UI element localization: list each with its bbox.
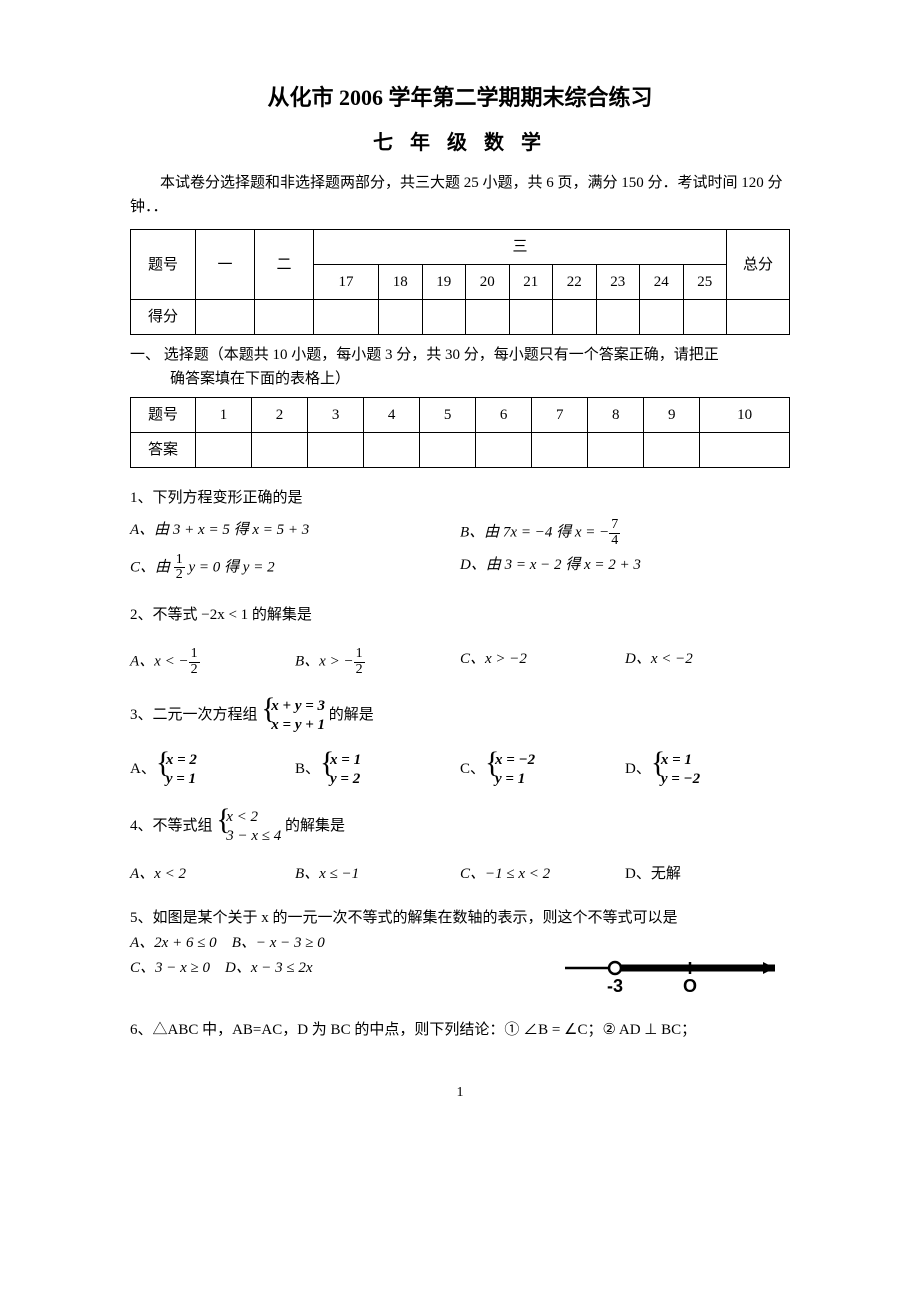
score-header-cell: 一: [196, 230, 255, 300]
q4-opt-b: B、x ≤ −1: [295, 860, 460, 888]
q1-opt-b: B、由 7x = −4 得 x = −74: [460, 516, 790, 550]
answer-cell: [364, 433, 420, 468]
page-number: 1: [130, 1082, 790, 1104]
score-header-cell: 题号: [131, 230, 196, 300]
score-cell: [422, 300, 466, 335]
svg-text:-3: -3: [607, 976, 623, 996]
q4-opt-d: D、无解: [625, 860, 790, 888]
q4-opt-c: C、−1 ≤ x < 2: [460, 860, 625, 888]
q1-opt-a: A、由 3 + x = 5 得 x = 5 + 3: [130, 516, 460, 550]
q5-opt-a: A、2x + 6 ≤ 0: [130, 935, 217, 951]
page-subtitle: 七 年 级 数 学: [130, 127, 790, 159]
score-subcol: 17: [314, 265, 379, 300]
score-cell: [640, 300, 684, 335]
q5-stem: 5、如图是某个关于 x 的一元一次不等式的解集在数轴的表示，则这个不等式可以是: [130, 906, 790, 930]
score-cell: [466, 300, 510, 335]
score-subcol: 24: [640, 265, 684, 300]
q3-opt-a: A、x = 2y = 1: [130, 749, 295, 791]
answer-header: 5: [420, 398, 476, 433]
q3-stem: 3、二元一次方程组 x + y = 3x = y + 1 的解是: [130, 697, 790, 735]
intro-text: 本试卷分选择题和非选择题两部分，共三大题 25 小题，共 6 页，满分 150 …: [130, 171, 790, 219]
q3: 3、二元一次方程组 x + y = 3x = y + 1 的解是 A、x = 2…: [130, 697, 790, 790]
q5: 5、如图是某个关于 x 的一元一次不等式的解集在数轴的表示，则这个不等式可以是 …: [130, 906, 790, 1000]
q1-opt-c: C、由 12 y = 0 得 y = 2: [130, 551, 460, 585]
q5-opt-c: C、3 − x ≥ 0: [130, 960, 210, 976]
score-table: 题号 一 二 三 总分 17 18 19 20 21 22 23 24 25 得…: [130, 229, 790, 335]
q2-opt-a: A、x < −12: [130, 645, 295, 679]
score-subcol: 23: [596, 265, 640, 300]
answer-cell: [588, 433, 644, 468]
answer-header: 7: [532, 398, 588, 433]
q4-opt-a: A、x < 2: [130, 860, 295, 888]
score-cell: [727, 300, 790, 335]
section1-header: 一、 选择题（本题共 10 小题，每小题 3 分，共 30 分，每小题只有一个答…: [130, 343, 790, 391]
answer-row-label: 答案: [131, 433, 196, 468]
answer-header: 9: [644, 398, 700, 433]
score-cell: [379, 300, 423, 335]
page-title: 从化市 2006 学年第二学期期末综合练习: [130, 80, 790, 115]
answer-header: 4: [364, 398, 420, 433]
answer-table: 题号 1 2 3 4 5 6 7 8 9 10 答案: [130, 397, 790, 468]
answer-cell: [700, 433, 790, 468]
score-cell: [314, 300, 379, 335]
score-subcol: 19: [422, 265, 466, 300]
score-subcol: 22: [553, 265, 597, 300]
score-cell: [553, 300, 597, 335]
score-subcol: 21: [509, 265, 553, 300]
score-header-cell: 二: [255, 230, 314, 300]
answer-cell: [196, 433, 252, 468]
answer-header: 10: [700, 398, 790, 433]
answer-header: 8: [588, 398, 644, 433]
q5-opt-d: D、x − 3 ≤ 2x: [225, 960, 313, 976]
score-header-cell: 总分: [727, 230, 790, 300]
answer-header: 题号: [131, 398, 196, 433]
score-cell: [255, 300, 314, 335]
answer-header: 1: [196, 398, 252, 433]
answer-cell: [420, 433, 476, 468]
score-subcol: 18: [379, 265, 423, 300]
section1-header-l2: 确答案填在下面的表格上）: [130, 371, 350, 387]
section1-header-l1: 一、 选择题（本题共 10 小题，每小题 3 分，共 30 分，每小题只有一个答…: [130, 347, 719, 363]
q2-opt-b: B、x > −12: [295, 645, 460, 679]
q2-stem: 2、不等式 −2x < 1 的解集是: [130, 603, 790, 627]
q6: 6、△ABC 中，AB=AC，D 为 BC 的中点，则下列结论：① ∠B = ∠…: [130, 1018, 790, 1042]
score-subcol: 25: [683, 265, 727, 300]
q3-opt-d: D、x = 1y = −2: [625, 749, 790, 791]
answer-cell: [644, 433, 700, 468]
q2-opt-c: C、x > −2: [460, 645, 625, 679]
answer-cell: [252, 433, 308, 468]
answer-header: 2: [252, 398, 308, 433]
score-header-cell: 三: [314, 230, 727, 265]
q6-stem: 6、△ABC 中，AB=AC，D 为 BC 的中点，则下列结论：① ∠B = ∠…: [130, 1018, 790, 1042]
score-subcol: 20: [466, 265, 510, 300]
q5-opt-b: B、− x − 3 ≥ 0: [232, 935, 325, 951]
q2: 2、不等式 −2x < 1 的解集是 A、x < −12 B、x > −12 C…: [130, 603, 790, 679]
answer-header: 6: [476, 398, 532, 433]
q1: 1、下列方程变形正确的是 A、由 3 + x = 5 得 x = 5 + 3 B…: [130, 486, 790, 585]
answer-cell: [308, 433, 364, 468]
q4-stem: 4、不等式组 x < 23 − x ≤ 4 的解集是: [130, 808, 790, 846]
score-cell: [596, 300, 640, 335]
score-row-label: 得分: [131, 300, 196, 335]
svg-text:O: O: [683, 976, 697, 996]
q4: 4、不等式组 x < 23 − x ≤ 4 的解集是 A、x < 2 B、x ≤…: [130, 808, 790, 888]
score-cell: [196, 300, 255, 335]
q3-opt-b: B、x = 1y = 2: [295, 749, 460, 791]
q3-opt-c: C、x = −2y = 1: [460, 749, 625, 791]
score-cell: [683, 300, 727, 335]
q2-opt-d: D、x < −2: [625, 645, 790, 679]
answer-header: 3: [308, 398, 364, 433]
answer-cell: [532, 433, 588, 468]
score-cell: [509, 300, 553, 335]
q1-stem: 1、下列方程变形正确的是: [130, 486, 790, 510]
answer-cell: [476, 433, 532, 468]
number-line-figure: -3 O: [560, 950, 790, 1000]
q1-opt-d: D、由 3 = x − 2 得 x = 2 + 3: [460, 551, 790, 585]
